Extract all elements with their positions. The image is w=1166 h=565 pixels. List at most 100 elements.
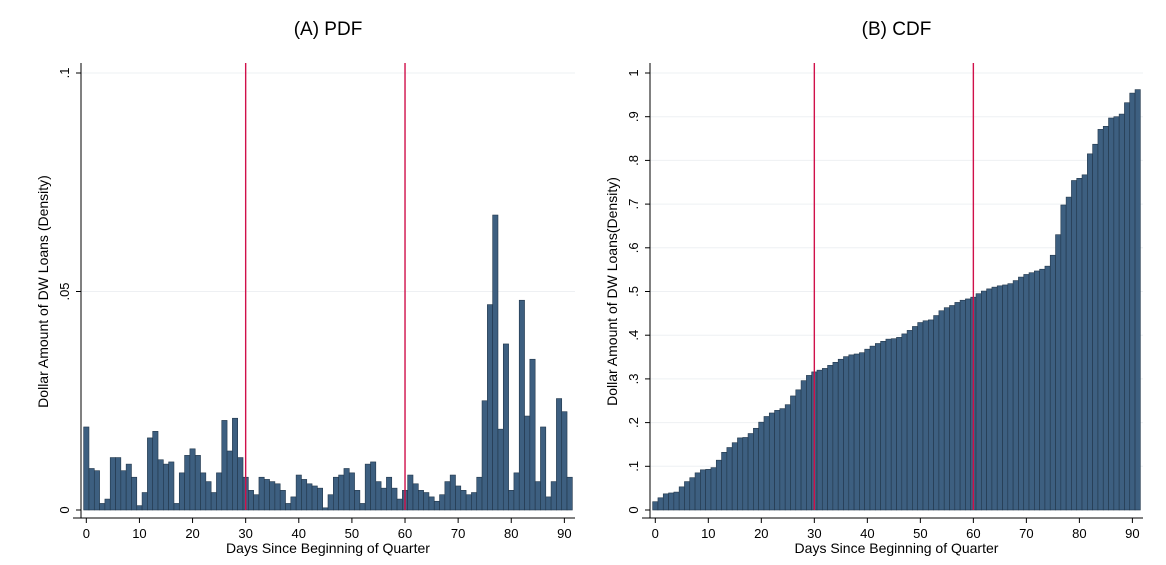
bar <box>194 455 201 511</box>
bar <box>758 421 765 511</box>
bar <box>471 492 478 511</box>
y-tick-label: .3 <box>626 373 641 384</box>
bar <box>896 337 903 511</box>
bar <box>1097 129 1104 511</box>
x-tick-label: 70 <box>1019 526 1033 541</box>
bar <box>821 368 828 511</box>
bar <box>1023 274 1030 511</box>
pdf-chart: (A) PDF 0 10 20 30 40 50 60 70 80 90 0 .05 .1 Days Sin… <box>35 19 575 556</box>
bar <box>556 398 563 511</box>
x-tick-label: 10 <box>701 526 715 541</box>
bar <box>1102 126 1109 511</box>
bar <box>407 474 414 511</box>
bar <box>433 500 440 511</box>
bar <box>237 457 244 511</box>
bar <box>109 457 116 511</box>
y-tick-label: .9 <box>626 111 641 122</box>
bar <box>338 474 345 511</box>
bar <box>1118 113 1125 511</box>
bar <box>274 483 281 511</box>
y-tick-label: .7 <box>626 199 641 210</box>
y-tick-label: 1 <box>626 69 641 76</box>
x-axis-label: Days Since Beginning of Quarter <box>226 540 430 556</box>
x-axis-label: Days Since Beginning of Quarter <box>795 540 999 556</box>
bar <box>178 472 185 511</box>
bar <box>742 437 749 511</box>
bar <box>1134 89 1141 511</box>
bar <box>689 477 696 511</box>
bar <box>753 427 759 511</box>
bar <box>795 389 802 511</box>
bar <box>864 348 871 511</box>
bar <box>1039 268 1046 511</box>
bar <box>518 299 525 511</box>
bar <box>418 490 424 511</box>
bar <box>269 481 276 511</box>
bar <box>444 481 451 511</box>
bar <box>991 286 998 511</box>
x-tick-label: 40 <box>860 526 874 541</box>
y-axis-label: Dollar Amount of DW Loans (Density) <box>35 175 51 408</box>
bar <box>481 400 488 511</box>
x-tick-label: 70 <box>451 526 465 541</box>
bar <box>779 408 786 511</box>
chart-title: (B) CDF <box>862 19 932 40</box>
bar <box>1044 265 1051 511</box>
bar <box>1081 174 1088 511</box>
bar <box>678 486 685 511</box>
bar <box>226 450 233 511</box>
x-tick-label: 20 <box>754 526 768 541</box>
bar <box>1087 153 1093 511</box>
x-tick-label: 20 <box>185 526 199 541</box>
bar <box>449 474 456 511</box>
cdf-chart-panel: (B) CDF 0 10 20 30 40 50 60 70 80 90 0 .1 .2 .3 .4 .5 .6.… <box>583 0 1166 565</box>
bar <box>1108 117 1115 511</box>
bar <box>566 476 573 511</box>
bar <box>311 485 318 511</box>
bar <box>1002 284 1009 511</box>
bar <box>221 420 228 511</box>
bar <box>917 322 924 511</box>
bar <box>375 481 382 511</box>
bar <box>391 487 398 511</box>
bar <box>1124 102 1131 511</box>
bar <box>938 310 945 511</box>
bar <box>428 496 435 511</box>
bar <box>253 494 260 511</box>
bar <box>800 380 807 511</box>
bar <box>965 298 972 511</box>
bar <box>933 315 940 511</box>
pdf-chart-panel: (A) PDF 0 10 20 30 40 50 60 70 80 90 0 .05 .1 Days Sin… <box>35 19 575 556</box>
bar <box>981 290 987 511</box>
bar <box>885 338 892 511</box>
bar <box>396 498 403 511</box>
bar <box>906 330 913 511</box>
bar <box>737 437 744 511</box>
bar <box>131 476 138 511</box>
bar <box>843 356 850 511</box>
bar <box>1028 272 1035 511</box>
bar <box>959 299 966 511</box>
bar <box>986 288 993 511</box>
bar <box>1034 270 1040 511</box>
bar <box>189 448 196 511</box>
bar <box>545 496 552 511</box>
bar <box>152 431 159 511</box>
y-tick-label: .8 <box>626 155 641 166</box>
bar <box>731 442 738 511</box>
bar <box>502 343 509 511</box>
bar <box>700 469 706 511</box>
y-tick-label: .2 <box>626 417 641 428</box>
x-tick-label: 30 <box>807 526 821 541</box>
bar <box>524 415 531 511</box>
y-axis-label: Dollar Amount of DW Loans(Density) <box>604 177 620 406</box>
bar <box>710 467 717 511</box>
bar <box>1007 283 1014 511</box>
y-tick-label: 0 <box>57 506 72 513</box>
bar <box>354 490 361 511</box>
bar <box>476 476 483 511</box>
x-tick-label: 50 <box>345 526 359 541</box>
bar <box>210 492 217 511</box>
bar <box>348 472 355 511</box>
bar <box>163 463 169 511</box>
